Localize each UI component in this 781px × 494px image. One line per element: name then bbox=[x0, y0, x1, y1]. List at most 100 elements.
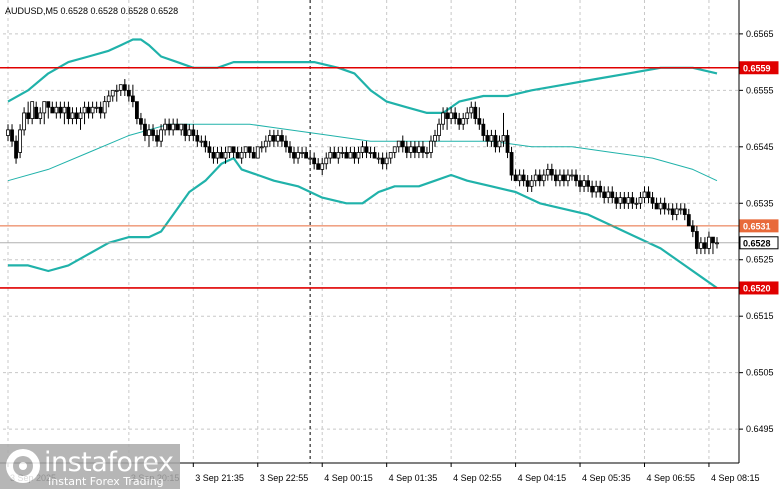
candle bbox=[118, 84, 123, 96]
candle bbox=[62, 101, 67, 125]
candle-body bbox=[682, 208, 687, 215]
candle bbox=[622, 191, 627, 209]
candle bbox=[549, 163, 554, 181]
candle-body bbox=[690, 225, 695, 232]
candle bbox=[368, 146, 373, 159]
candle-body bbox=[147, 129, 151, 136]
bollinger-middle-line bbox=[7, 123, 718, 182]
candle bbox=[336, 146, 341, 164]
candle bbox=[179, 123, 184, 136]
candle-body bbox=[465, 112, 470, 119]
candle bbox=[348, 146, 353, 159]
candle-body bbox=[626, 197, 631, 204]
candle bbox=[666, 203, 671, 215]
candle-body bbox=[183, 123, 188, 136]
candle bbox=[578, 175, 582, 192]
candle-body bbox=[110, 89, 115, 97]
candle-body bbox=[135, 101, 139, 119]
candle-body bbox=[207, 146, 212, 153]
candle-body bbox=[46, 101, 51, 108]
candle bbox=[18, 124, 22, 159]
candle bbox=[304, 146, 309, 159]
candle bbox=[582, 175, 586, 192]
candle bbox=[191, 124, 196, 142]
candle bbox=[698, 237, 703, 255]
candle-body bbox=[235, 152, 240, 159]
candle-body bbox=[163, 123, 168, 131]
candlesticks bbox=[6, 79, 719, 255]
candle bbox=[408, 141, 413, 159]
candle-body bbox=[130, 95, 135, 103]
candle-body bbox=[155, 135, 159, 142]
candle-body bbox=[477, 118, 482, 125]
price-tags: 0.6559 0.6531 0.6528 0.6520 bbox=[739, 61, 779, 295]
candle-body bbox=[429, 140, 433, 153]
candle-body bbox=[686, 214, 691, 227]
candle-body bbox=[211, 152, 216, 159]
candle bbox=[155, 129, 159, 147]
candle-body bbox=[614, 197, 619, 204]
candle bbox=[594, 180, 599, 198]
candle bbox=[90, 101, 95, 119]
candle bbox=[324, 152, 329, 170]
candle-body bbox=[271, 135, 276, 142]
candle bbox=[122, 79, 127, 96]
candle-body bbox=[203, 140, 208, 148]
time-tick-label: 4 Sep 00:15 bbox=[324, 473, 373, 483]
candle-body bbox=[187, 129, 192, 136]
logo-brand-text: instaforex bbox=[44, 447, 174, 478]
candle bbox=[477, 107, 482, 130]
candle-body bbox=[445, 112, 449, 119]
candle-body bbox=[62, 106, 67, 114]
candle bbox=[602, 186, 607, 204]
candle-body bbox=[215, 152, 220, 159]
price-tag-label: 0.6559 bbox=[743, 63, 771, 73]
candle-body bbox=[545, 168, 550, 176]
candle bbox=[102, 95, 107, 119]
candle-body bbox=[618, 197, 623, 204]
candle bbox=[255, 146, 260, 159]
candle-body bbox=[328, 152, 333, 159]
candle-body bbox=[509, 152, 514, 176]
candle bbox=[42, 101, 47, 125]
candle bbox=[163, 118, 168, 136]
candle-body bbox=[505, 135, 510, 153]
candle bbox=[280, 129, 284, 147]
candle-body bbox=[74, 112, 79, 119]
candle bbox=[271, 129, 276, 147]
candle-body bbox=[453, 112, 458, 119]
candle bbox=[694, 225, 699, 255]
candle bbox=[195, 129, 200, 147]
candle-body bbox=[368, 152, 373, 154]
price-axis[interactable]: 0.6565 0.6555 0.6545 0.6535 0.6525 0.6515 0.65… bbox=[739, 29, 774, 434]
watermark-logo: instaforex Instant Forex Trading bbox=[0, 444, 180, 489]
candle-body bbox=[106, 95, 111, 103]
candle-body bbox=[195, 135, 200, 142]
candle-body bbox=[388, 152, 393, 159]
candle bbox=[276, 129, 280, 147]
candle-body bbox=[416, 146, 421, 153]
grid-lines bbox=[3, 0, 739, 463]
candle bbox=[425, 146, 429, 159]
candle bbox=[78, 107, 83, 130]
candle-body bbox=[707, 236, 711, 249]
candle-body bbox=[98, 106, 103, 114]
candle bbox=[497, 135, 502, 153]
candle-body bbox=[70, 112, 75, 119]
candle-body bbox=[481, 123, 486, 136]
candle-body bbox=[570, 174, 574, 177]
candle-body bbox=[384, 157, 389, 165]
candle-body bbox=[247, 146, 252, 153]
candle-body bbox=[143, 123, 147, 136]
candle-body bbox=[336, 152, 341, 159]
candle-body bbox=[66, 106, 71, 119]
candle-body bbox=[78, 112, 83, 119]
candle bbox=[614, 191, 619, 209]
candle bbox=[449, 107, 454, 125]
candle-body bbox=[312, 157, 317, 165]
candle bbox=[26, 101, 31, 125]
candle-body bbox=[320, 163, 325, 170]
candle-body bbox=[408, 146, 413, 153]
